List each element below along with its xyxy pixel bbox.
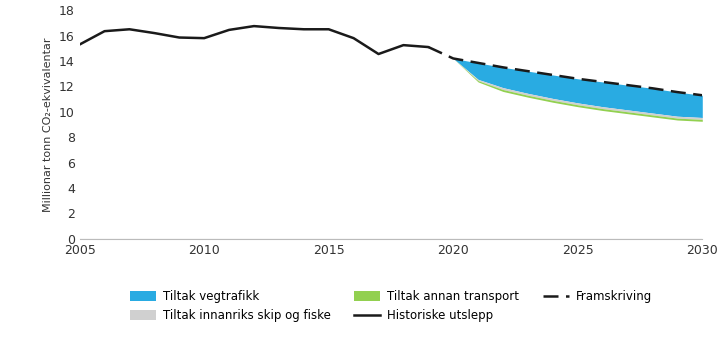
Legend: Tiltak vegtrafikk, Tiltak innanriks skip og fiske, Tiltak annan transport, Histo: Tiltak vegtrafikk, Tiltak innanriks skip… [125, 286, 657, 327]
Y-axis label: Millionar tonn CO₂-ekvivalentar: Millionar tonn CO₂-ekvivalentar [43, 37, 54, 212]
